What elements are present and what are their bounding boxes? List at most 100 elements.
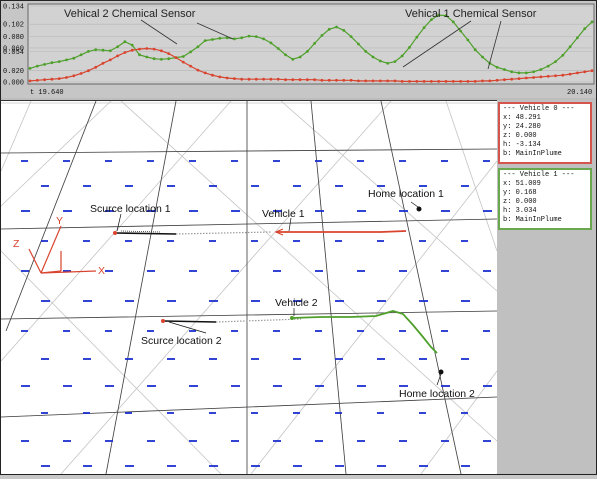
home1-marker <box>416 206 422 212</box>
series-point <box>568 45 572 49</box>
series-point <box>130 43 134 47</box>
series-point <box>28 79 32 83</box>
series-point <box>393 60 397 63</box>
series-point <box>532 76 535 79</box>
series-point <box>386 61 389 65</box>
series-point <box>189 50 193 54</box>
vehicle0-z: z: 0.000 <box>503 132 537 140</box>
home1-label: Home location 1 <box>368 188 444 200</box>
y-tick-label: 0.080 <box>3 34 24 42</box>
series-point <box>503 78 506 82</box>
series-point <box>233 77 236 80</box>
series-point <box>408 80 411 83</box>
series-point <box>284 78 287 82</box>
flow-vector-field <box>21 160 492 467</box>
annotation-v2-leader-a <box>140 19 178 45</box>
annotation-v2-leader-b <box>196 22 234 40</box>
series-point <box>225 76 229 80</box>
chemical-sensor-chart: 0.134 0.102 0.080 0.060 0.054 0.020 0.000 Vehi… <box>1 1 596 98</box>
series-point <box>247 34 251 38</box>
series-point <box>357 79 360 83</box>
series-point <box>495 78 499 82</box>
vehicle0-header: --- Vehicle 0 --- <box>503 105 575 113</box>
vehicle1-header: --- Vehicle 1 --- <box>503 171 575 179</box>
series-point <box>152 47 156 51</box>
series-point <box>65 76 68 79</box>
series-point <box>284 53 287 57</box>
series-point <box>254 35 258 38</box>
series-point <box>247 77 251 81</box>
series-point <box>145 47 149 50</box>
series-point <box>116 45 119 49</box>
series-point <box>554 60 557 63</box>
series-point <box>101 61 105 65</box>
series-point <box>181 55 185 58</box>
series-point <box>517 71 521 75</box>
series-point <box>87 50 90 53</box>
series-point <box>108 49 112 53</box>
series-point <box>466 38 470 42</box>
series-point <box>561 53 565 57</box>
series-point <box>254 77 258 81</box>
series-point <box>291 78 295 82</box>
series-point <box>466 80 470 83</box>
series-point <box>510 70 514 74</box>
series-point <box>203 71 207 75</box>
series-point <box>43 63 46 66</box>
vehicle0-b: b: MainInPlume <box>503 150 562 158</box>
series-point <box>422 80 426 83</box>
series-point <box>532 70 535 74</box>
series-point <box>430 18 433 21</box>
series-point <box>444 14 448 17</box>
vehicle0-x: x: 48.291 <box>503 114 541 122</box>
series-point <box>561 73 565 77</box>
series-point <box>481 55 484 59</box>
series-point <box>123 40 127 44</box>
series-point <box>473 80 477 83</box>
series-point <box>503 68 506 71</box>
series-point <box>101 48 105 52</box>
y-tick-label: 0.102 <box>3 22 24 30</box>
x-start-label: t 19.640 <box>30 89 64 97</box>
series-point <box>35 78 39 82</box>
vehicle1-h: h: 3.034 <box>503 207 537 215</box>
series-point <box>510 77 514 81</box>
series-point <box>583 70 587 74</box>
series-point <box>583 27 587 31</box>
series-point <box>524 76 528 80</box>
simulation-3d-view[interactable]: X Y Z Scurce location 1 Vehicle 1 Home l… <box>0 100 498 475</box>
axis-x-label: X <box>98 265 105 277</box>
series-point <box>444 80 448 83</box>
series-point <box>386 79 389 83</box>
series-point <box>174 56 178 59</box>
series-point <box>50 77 54 81</box>
vehicle0-h: h: -3.134 <box>503 141 541 149</box>
axis-gizmo <box>28 225 97 274</box>
y-tick-label: 0.000 <box>3 80 24 88</box>
series-point <box>306 78 309 82</box>
series-point <box>79 53 83 57</box>
scene-leader-lines <box>116 201 442 386</box>
series-point <box>50 61 54 65</box>
series-point <box>94 48 98 52</box>
series-point <box>130 48 134 52</box>
series-point <box>269 41 273 45</box>
series-point <box>152 57 156 61</box>
series-point <box>554 74 557 78</box>
series-point <box>430 80 433 83</box>
series-point <box>57 77 61 80</box>
series-point <box>459 80 462 83</box>
series-point <box>123 51 127 54</box>
series-point <box>539 75 543 79</box>
series-point <box>408 46 411 49</box>
series-point <box>269 77 273 81</box>
annotation-v1-leader-a <box>402 20 472 68</box>
home2-label: Home location 2 <box>399 388 475 400</box>
series-point <box>517 77 521 80</box>
series-point <box>43 78 46 82</box>
series-point <box>167 57 171 61</box>
series-point <box>590 69 594 73</box>
vehicle1-z: z: 0.000 <box>503 198 537 206</box>
series-point <box>240 77 244 81</box>
